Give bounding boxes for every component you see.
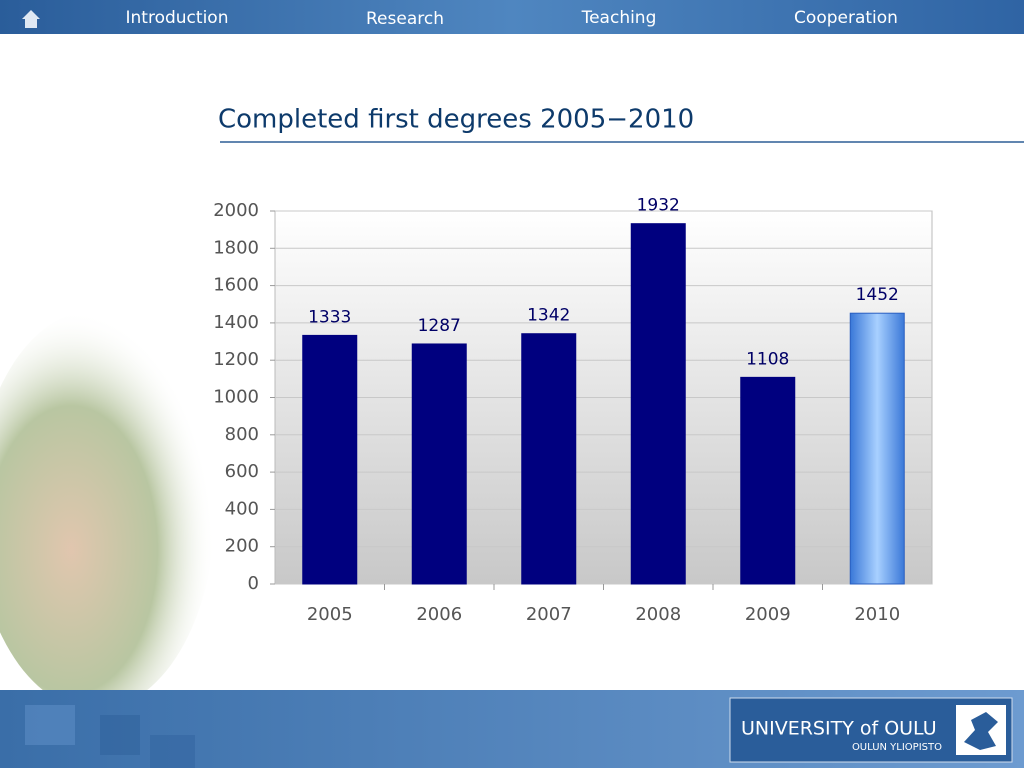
x-tick-label: 2009 <box>745 604 791 625</box>
nav-item[interactable]: Introduction <box>126 8 229 28</box>
bar <box>521 333 577 585</box>
y-tick-label: 2000 <box>213 200 259 221</box>
logo-name: UNIVERSITY of OULU <box>741 718 937 740</box>
bar <box>849 312 905 585</box>
deco-square <box>100 715 140 755</box>
data-label: 1452 <box>856 285 899 305</box>
nav-item[interactable]: Research <box>366 9 444 29</box>
photo <box>0 310 215 710</box>
deco-square <box>25 705 75 745</box>
logo-mark-shape <box>964 712 998 750</box>
y-tick-label: 1200 <box>213 349 259 370</box>
y-tick-label: 1400 <box>213 312 259 333</box>
bar <box>411 343 467 585</box>
home-icon[interactable] <box>22 10 40 28</box>
x-tick-label: 2010 <box>854 604 900 625</box>
x-tick-label: 2008 <box>635 604 681 625</box>
data-label: 1932 <box>637 196 680 216</box>
x-tick-label: 2006 <box>416 604 462 625</box>
y-tick-label: 1800 <box>213 237 259 258</box>
y-tick-label: 600 <box>225 461 259 482</box>
logo-subname: OULUN YLIOPISTO <box>852 742 942 753</box>
nav-item[interactable]: Teaching <box>581 8 657 28</box>
data-label: 1333 <box>308 307 351 327</box>
bar <box>740 376 796 585</box>
data-label: 1108 <box>746 349 789 369</box>
y-tick-label: 400 <box>225 498 259 519</box>
nav-item[interactable]: Cooperation <box>794 8 898 28</box>
x-tick-label: 2007 <box>526 604 572 625</box>
x-tick-label: 2005 <box>307 604 353 625</box>
y-tick-label: 0 <box>248 573 259 594</box>
top-bar <box>0 0 1024 34</box>
data-label: 1287 <box>418 316 461 336</box>
bar <box>302 334 358 585</box>
data-label: 1342 <box>527 306 570 326</box>
y-tick-label: 800 <box>225 424 259 445</box>
y-tick-label: 200 <box>225 536 259 557</box>
y-tick-label: 1000 <box>213 387 259 408</box>
deco-square <box>150 735 195 768</box>
y-tick-label: 1600 <box>213 275 259 296</box>
bar <box>630 223 686 585</box>
chart-title: Completed first degrees 2005−2010 <box>218 105 694 135</box>
